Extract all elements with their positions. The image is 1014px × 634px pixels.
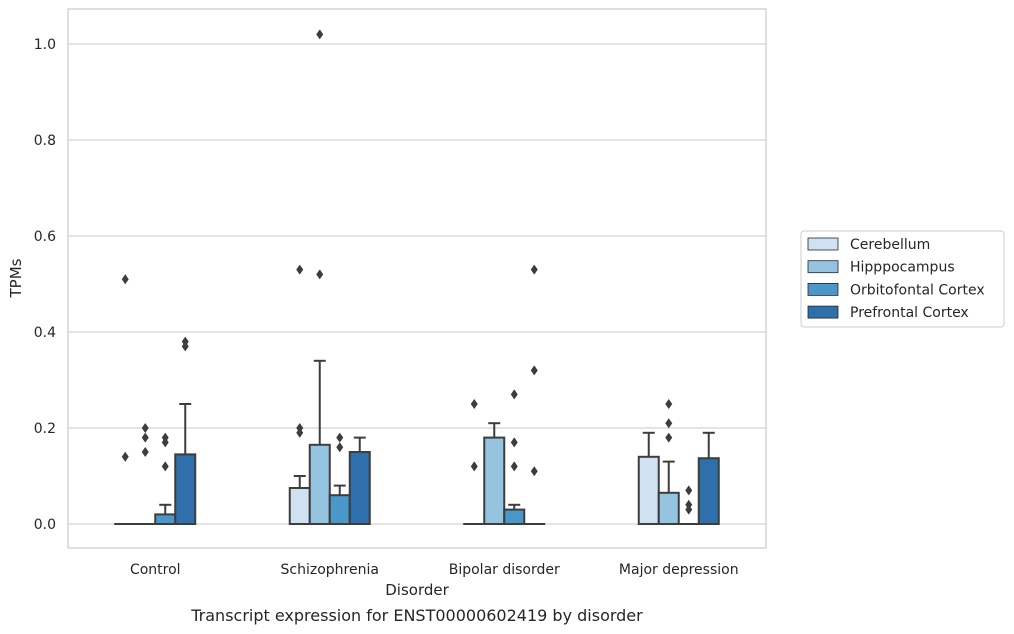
- outlier-point: [470, 399, 478, 409]
- outlier-point: [530, 365, 538, 376]
- outlier-point: [161, 461, 169, 472]
- box-hipppocampus: [657, 399, 680, 525]
- outlier-point: [161, 437, 169, 448]
- y-tick-label: 0.4: [34, 325, 56, 341]
- legend-label: Cerebellum: [850, 237, 930, 253]
- box-hipppocampus: [308, 29, 331, 525]
- box-prefrontal-cortex: [348, 436, 371, 525]
- box-prefrontal-cortex: [174, 336, 197, 525]
- outlier-point: [121, 274, 129, 285]
- outlier-point: [141, 447, 149, 457]
- legend-swatch: [807, 282, 839, 296]
- box-body: [174, 453, 197, 525]
- y-tick-label: 0.2: [34, 421, 56, 437]
- figure-caption: Transcript expression for ENST0000060241…: [191, 606, 643, 625]
- legend-label: Prefrontal Cortex: [850, 305, 969, 321]
- box-cerebellum: [114, 274, 137, 526]
- outlier-point: [510, 461, 518, 472]
- outlier-point: [530, 264, 538, 275]
- x-tick-label: Bipolar disorder: [449, 562, 560, 578]
- box-cerebellum: [288, 264, 311, 525]
- outlier-point: [510, 389, 518, 400]
- boxes: [114, 29, 720, 526]
- y-tick-label: 1.0: [34, 37, 56, 53]
- legend-frame: [800, 230, 1005, 328]
- box-hipppocampus: [134, 423, 157, 526]
- legend-items: Cerebellum Hipppocampus Orbitofontal Corte…: [807, 237, 985, 321]
- box-orbitofontal-cortex: [154, 432, 177, 526]
- box-body: [154, 513, 177, 526]
- box-body: [657, 491, 680, 525]
- box-body: [288, 487, 311, 525]
- x-tick-label: Major depression: [619, 562, 739, 578]
- legend-label: Hipppocampus: [850, 260, 955, 276]
- box-hipppocampus: [483, 422, 506, 526]
- plot-frame: [67, 8, 767, 549]
- x-tick-labels: Control Schizophrenia Bipolar disorder Majo…: [130, 562, 739, 578]
- box-orbitofontal-cortex: [328, 432, 351, 526]
- box-cerebellum: [463, 399, 486, 526]
- legend: Cerebellum Hipppocampus Orbitofontal Corte…: [800, 230, 1005, 328]
- outlier-point: [181, 341, 189, 352]
- y-tick-labels: 0.0 0.2 0.4 0.6 0.8 1.0: [34, 37, 56, 533]
- legend-swatch: [807, 260, 839, 274]
- y-tick-label: 0.0: [34, 517, 56, 533]
- outlier-point: [121, 451, 129, 462]
- box-cerebellum: [637, 431, 660, 525]
- legend-swatch: [807, 305, 839, 319]
- box-body: [483, 436, 506, 526]
- outlier-point: [336, 432, 344, 443]
- outlier-point: [510, 437, 518, 448]
- outlier-point: [336, 442, 344, 453]
- outlier-point: [470, 461, 478, 472]
- outlier-point: [316, 269, 324, 280]
- box-prefrontal-cortex: [523, 264, 546, 526]
- outlier-point: [296, 264, 304, 275]
- outlier-point: [530, 466, 538, 477]
- y-axis-label: TPMs: [7, 258, 25, 298]
- box-orbitofontal-cortex: [677, 485, 700, 526]
- x-axis-label: Disorder: [385, 581, 449, 599]
- y-tick-label: 0.6: [34, 229, 56, 245]
- box-body: [348, 451, 371, 525]
- outlier-point: [316, 29, 324, 40]
- box-body: [637, 455, 660, 525]
- box-body: [697, 457, 720, 525]
- box-orbitofontal-cortex: [503, 389, 526, 526]
- box-body: [503, 508, 526, 526]
- box-body: [328, 494, 351, 526]
- outlier-point: [141, 423, 149, 433]
- y-tick-label: 0.8: [34, 133, 56, 149]
- gridlines: [68, 43, 766, 525]
- outlier-point: [665, 432, 673, 443]
- outlier-point: [665, 418, 673, 429]
- outlier-point: [296, 427, 304, 438]
- legend-swatch: [807, 237, 839, 251]
- x-tick-label: Control: [130, 562, 181, 578]
- outlier-point: [665, 399, 673, 409]
- outlier-point: [685, 485, 693, 496]
- outlier-point: [685, 504, 693, 515]
- box-prefrontal-cortex: [697, 431, 720, 525]
- box-body: [308, 443, 331, 525]
- x-tick-label: Schizophrenia: [281, 562, 379, 578]
- legend-label: Orbitofontal Cortex: [850, 282, 985, 298]
- outlier-point: [141, 432, 149, 443]
